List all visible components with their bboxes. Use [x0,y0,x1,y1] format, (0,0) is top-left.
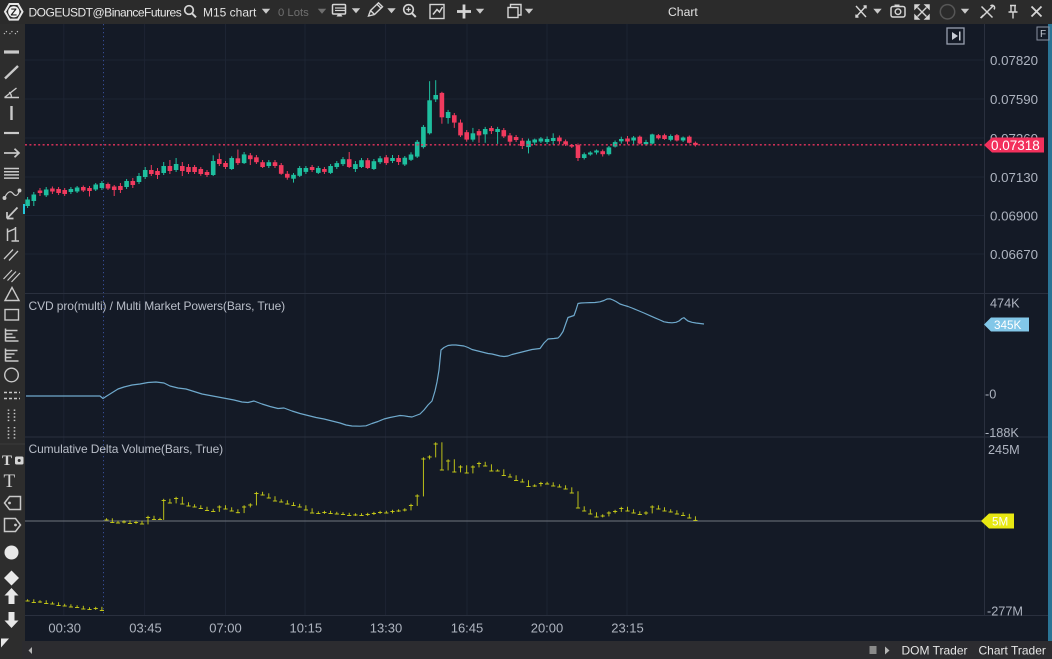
svg-text:Chart: Chart [668,5,698,19]
svg-text:07:00: 07:00 [209,621,242,636]
svg-text:T: T [4,471,16,492]
svg-text:Cumulative Delta Volume(Bars,: Cumulative Delta Volume(Bars, True) [29,442,224,456]
svg-text:0.06900: 0.06900 [990,208,1038,223]
svg-text:CVD pro(multi) / Multi Market: CVD pro(multi) / Multi Market Powers(Bar… [29,299,286,313]
svg-text:5M: 5M [992,516,1008,529]
svg-text:10:15: 10:15 [290,621,323,636]
svg-text:-188K: -188K [985,426,1019,440]
svg-text:T: T [2,453,12,469]
svg-text:20:00: 20:00 [531,621,564,636]
svg-text:Z: Z [11,7,18,19]
svg-text:-277M: -277M [987,605,1023,619]
svg-text:345K: 345K [994,319,1022,332]
svg-text:DOM Trader: DOM Trader [902,644,968,658]
svg-text:13:30: 13:30 [370,621,403,636]
svg-text:16:45: 16:45 [451,621,484,636]
svg-text:Chart Trader: Chart Trader [979,644,1046,658]
svg-text:0.07130: 0.07130 [990,170,1038,185]
svg-text:0.07318: 0.07318 [991,138,1040,153]
svg-text:-0: -0 [985,388,996,402]
svg-text:F: F [1040,29,1046,40]
svg-text:03:45: 03:45 [129,621,162,636]
svg-text:0 Lots: 0 Lots [278,7,309,19]
svg-text:DOGEUSDT@BinanceFutures: DOGEUSDT@BinanceFutures [29,5,182,19]
svg-text:245M: 245M [988,443,1020,457]
svg-text:0.07590: 0.07590 [990,92,1038,107]
svg-text:474K: 474K [990,297,1020,311]
svg-text:0.06670: 0.06670 [990,247,1038,262]
svg-text:23:15: 23:15 [611,621,644,636]
svg-text:0.07820: 0.07820 [990,53,1038,68]
svg-text:00:30: 00:30 [48,621,81,636]
svg-text:M15 chart: M15 chart [203,5,257,19]
